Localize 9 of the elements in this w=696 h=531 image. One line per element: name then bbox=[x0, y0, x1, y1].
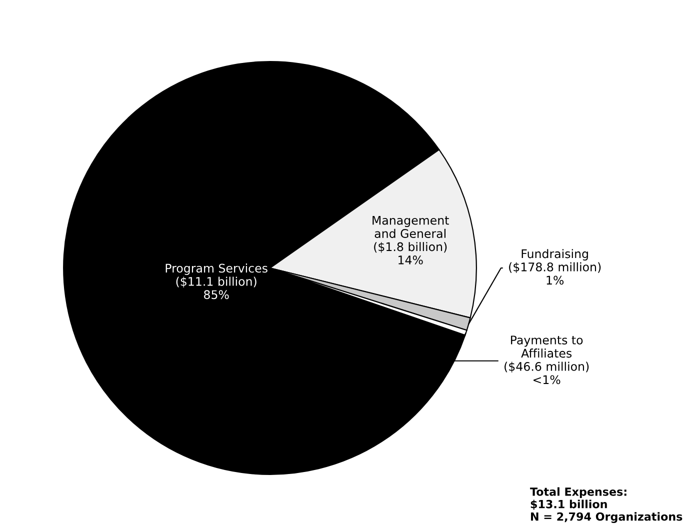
text: Total Expenses: $13.1 billion N = 2,794 Organizations bbox=[530, 487, 682, 523]
data-label: 1% bbox=[546, 276, 564, 285]
slice-label: Payments to Affiliates ($46.6 million) bbox=[504, 336, 589, 372]
data-label: 85% bbox=[204, 290, 229, 300]
slice-label: Fundraising ($178.8 million) bbox=[509, 249, 601, 273]
data-label: <1% bbox=[534, 375, 560, 384]
data-label: 14% bbox=[398, 255, 423, 264]
slice-label: Management and General ($1.8 billion) bbox=[372, 216, 449, 253]
slice-label: Program Services ($11.1 billion) bbox=[166, 264, 268, 288]
